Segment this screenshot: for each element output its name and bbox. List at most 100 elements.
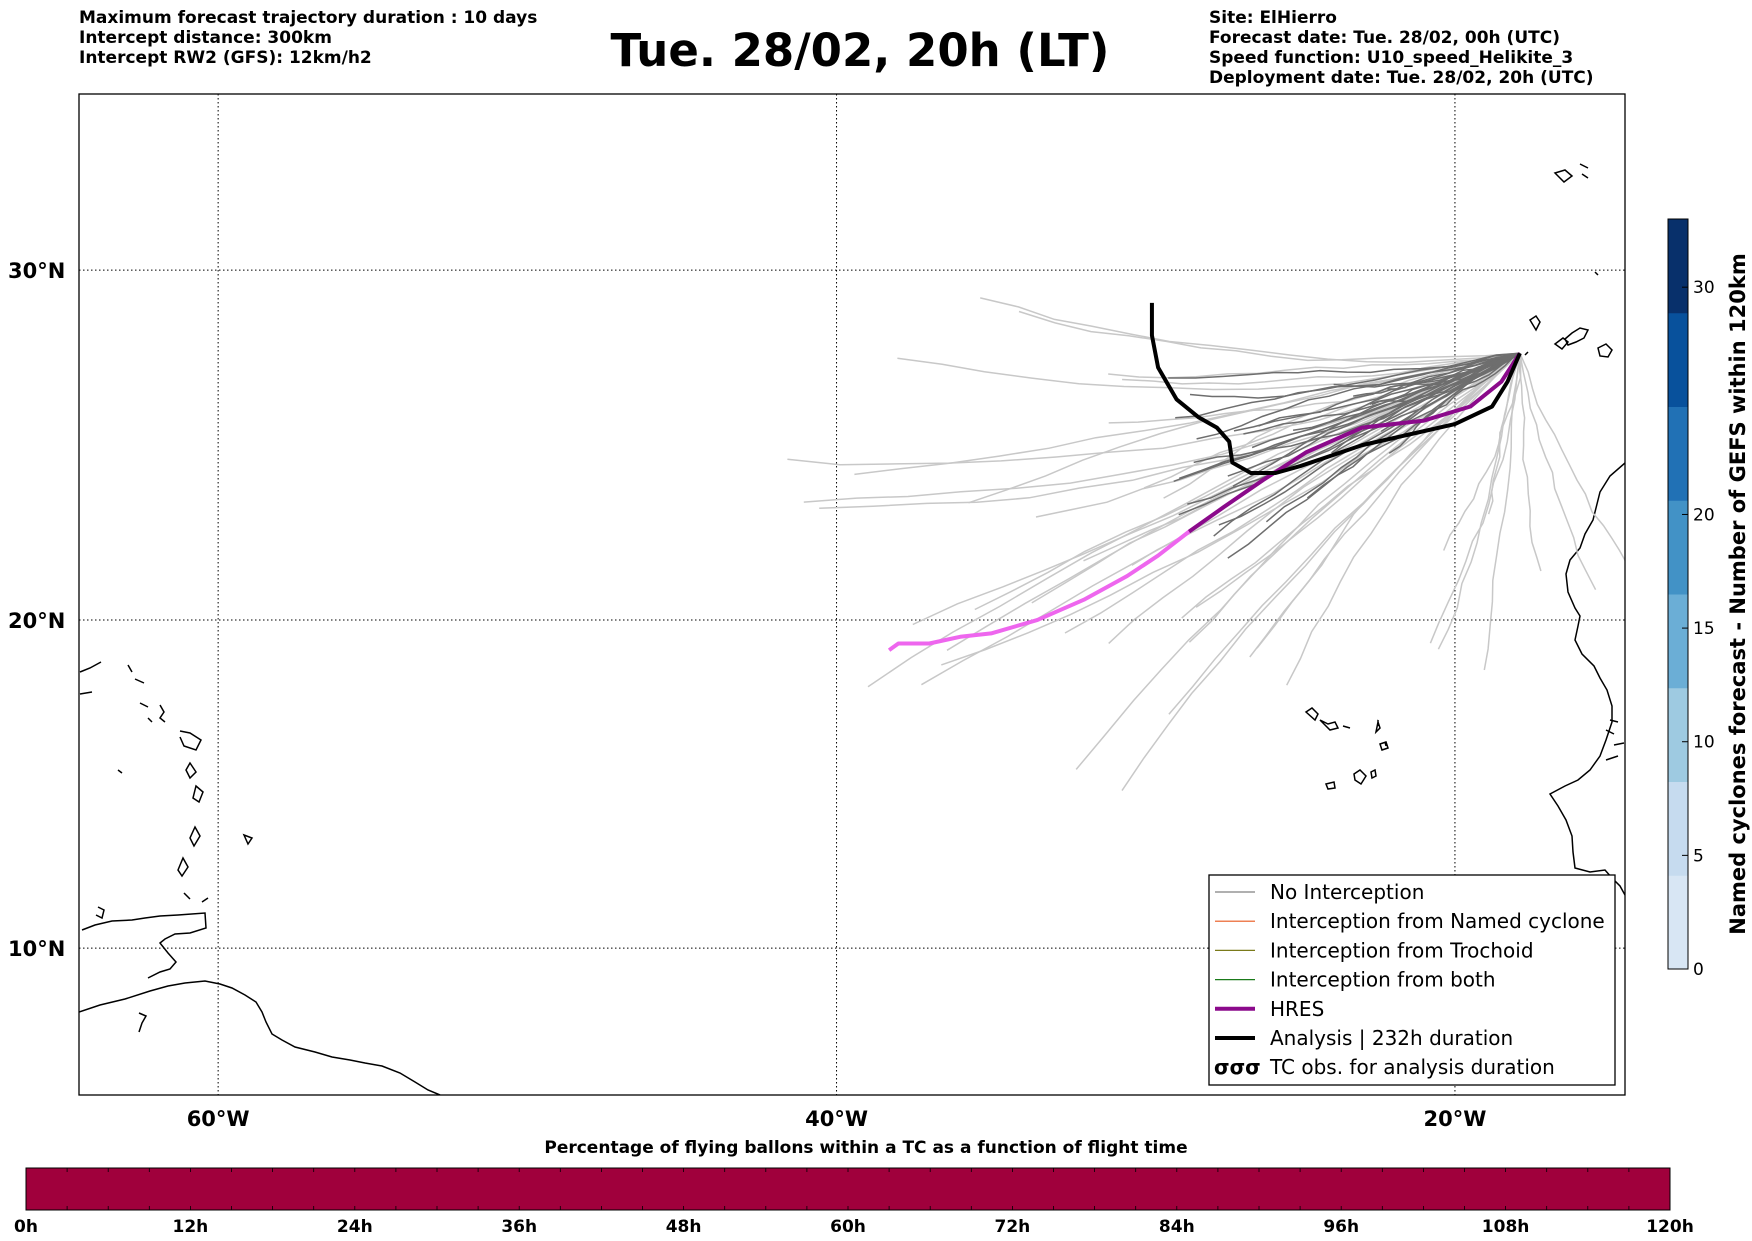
timebar-tick-label: 108h [1482, 1217, 1530, 1237]
colorbar-segment [1668, 781, 1688, 876]
legend-label: HRES [1270, 997, 1324, 1021]
ensemble-trajectory [1227, 352, 1521, 477]
hres-trajectory [1187, 352, 1522, 534]
timebar-tick-label: 0h [14, 1217, 38, 1237]
ensemble-trajectory [1195, 352, 1521, 608]
legend-item: HRES [1215, 997, 1324, 1021]
timebar-tick-label: 120h [1646, 1217, 1694, 1237]
legend-label: Interception from both [1270, 968, 1496, 992]
forecast-date-text: Forecast date: Tue. 28/02, 00h (UTC) [1209, 28, 1560, 48]
ensemble-trajectory [1083, 352, 1521, 562]
legend-item: σσσ TC obs. for analysis duration [1214, 1055, 1555, 1079]
ensemble-trajectory [1121, 352, 1521, 792]
ensemble-trajectory [1227, 352, 1521, 559]
colorbar-label: Named cyclones forecast - Number of GEFS… [1726, 253, 1750, 934]
ensemble-trajectory [1256, 352, 1521, 649]
site-info: Site: ElHierro Forecast date: Tue. 28/02… [1209, 8, 1594, 88]
timebar-tick-label: 12h [173, 1217, 209, 1237]
south-america-coast [79, 980, 441, 1095]
ensemble-trajectory [1483, 353, 1521, 671]
ensemble-trajectory [897, 352, 1521, 391]
ensemble-trajectory [1518, 353, 1542, 572]
timebar-tick-label: 72h [995, 1217, 1031, 1237]
ensemble-trajectory [1075, 352, 1521, 770]
latitude-labels: 30°N 20°N 10°N [8, 259, 65, 961]
legend-item: Interception from Named cyclone [1215, 909, 1605, 933]
map-frame [78, 93, 1626, 1096]
colorbar-tick-label: 30 [1693, 278, 1715, 298]
trajectory-ensemble-light [787, 297, 1625, 792]
colorbar-segment [1668, 406, 1688, 501]
timebar-tick-label: 60h [830, 1217, 866, 1237]
ensemble-trajectory [1519, 352, 1625, 562]
africa-coast [1548, 462, 1625, 896]
lat-tick-label: 30°N [8, 259, 65, 283]
colorbar-segment [1668, 312, 1688, 407]
legend-item: No Interception [1215, 880, 1424, 904]
ensemble-trajectory [1218, 352, 1521, 526]
caribbean-islands [79, 661, 254, 1033]
ensemble-trajectory [1429, 353, 1521, 644]
lon-tick-label: 60°W [187, 1107, 250, 1131]
colorbar-segment [1668, 875, 1688, 970]
ensemble-trajectory [921, 352, 1521, 686]
ensemble-trajectory [1519, 353, 1597, 591]
timebar-tick-label: 48h [666, 1217, 702, 1237]
lat-tick-label: 20°N [8, 609, 65, 633]
page-title: Tue. 28/02, 20h (LT) [610, 24, 1110, 77]
flight-time-bar: Percentage of flying ballons within a TC… [14, 1138, 1694, 1237]
longitude-labels: 60°W 40°W 20°W [187, 1107, 1487, 1131]
canary-islands [1524, 163, 1613, 358]
legend: No Interception Interception from Named c… [1208, 874, 1616, 1086]
ensemble-trajectory [819, 352, 1521, 510]
ensemble-trajectory [980, 297, 1520, 364]
ensemble-trajectory [1353, 352, 1521, 397]
deployment-date-text: Deployment date: Tue. 28/02, 20h (UTC) [1209, 68, 1594, 88]
colorbar-tick-label: 0 [1693, 960, 1704, 980]
lat-tick-label: 10°N [8, 937, 65, 961]
ensemble-trajectory [1189, 352, 1521, 399]
legend-label: Interception from Named cyclone [1270, 909, 1605, 933]
timebar-tick-label: 24h [337, 1217, 373, 1237]
ensemble-trajectory [1168, 352, 1520, 379]
hres-trajectory-tail [887, 530, 1191, 652]
colorbar-tick-label: 20 [1693, 505, 1715, 525]
ensemble-trajectory [1243, 352, 1521, 435]
legend-box [1208, 874, 1616, 1086]
coastlines [79, 163, 1625, 1095]
speed-function-text: Speed function: U10_speed_Helikite_3 [1209, 48, 1574, 68]
intercept-rw2-text: Intercept RW2 (GFS): 12km/h2 [79, 48, 372, 68]
timebar-title: Percentage of flying ballons within a TC… [544, 1138, 1187, 1158]
cape-verde-islands [1304, 707, 1389, 790]
ensemble-trajectory [1018, 310, 1520, 362]
site-text: Site: ElHierro [1209, 8, 1337, 28]
legend-label: No Interception [1270, 880, 1424, 904]
legend-item: Interception from Trochoid [1215, 938, 1534, 962]
highlighted-trajectories [887, 302, 1522, 652]
timebar-tick-label: 96h [1323, 1217, 1359, 1237]
trinidad-coast [81, 912, 207, 979]
legend-item: Analysis | 232h duration [1215, 1026, 1513, 1050]
colorbar-segment [1668, 219, 1688, 314]
ensemble-trajectory [1175, 352, 1521, 419]
tc-obs-icon: σσσ [1214, 1055, 1261, 1079]
colorbar-frame [1667, 218, 1689, 970]
lon-tick-label: 20°W [1423, 1107, 1486, 1131]
legend-label: TC obs. for analysis duration [1269, 1055, 1555, 1079]
ensemble-trajectory [1387, 352, 1521, 390]
ensemble-trajectory [1122, 352, 1521, 385]
ensemble-trajectory [1333, 352, 1521, 388]
lon-tick-label: 40°W [805, 1107, 868, 1131]
west-africa-islands [1605, 719, 1625, 761]
colorbar-tick-label: 5 [1693, 846, 1704, 866]
ensemble-trajectory [1181, 352, 1521, 619]
colorbar-tick-label: 10 [1693, 733, 1715, 753]
ensemble-trajectory [1443, 353, 1521, 551]
ensemble-trajectory [1187, 352, 1521, 505]
colorbar-segment [1668, 687, 1688, 782]
colorbar-segment [1668, 500, 1688, 595]
run-parameters: Maximum forecast trajectory duration : 1… [79, 8, 537, 68]
timebar-fill [25, 1167, 1671, 1211]
max-duration-text: Maximum forecast trajectory duration : 1… [79, 8, 538, 28]
